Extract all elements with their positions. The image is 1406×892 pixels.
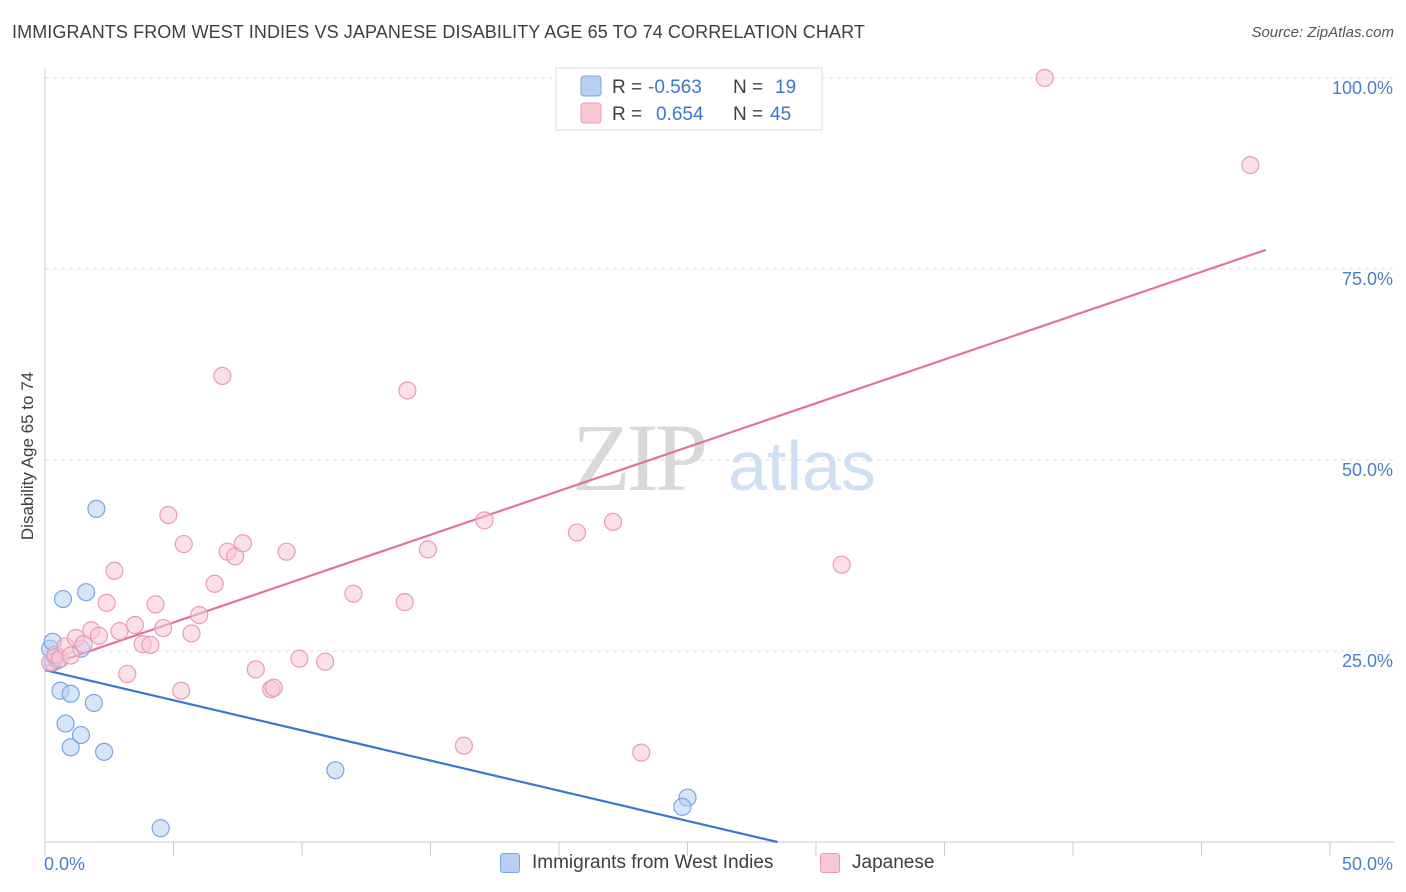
legend-label-japanese: Japanese — [852, 852, 935, 873]
y-tick-label-2: 75.0% — [1342, 269, 1393, 289]
point-japanese-28 — [246, 660, 265, 679]
point-japanese-12 — [118, 664, 137, 684]
point-japanese-10 — [105, 561, 124, 580]
grid — [45, 77, 1394, 652]
point-japanese-18 — [159, 505, 178, 525]
series-legend: Immigrants from West Indies Japanese — [0, 852, 1406, 878]
point-japanese-23 — [205, 574, 224, 593]
point-japanese-33 — [316, 652, 335, 671]
point-japanese-4 — [61, 646, 80, 665]
legend-n-value-2: 45 — [770, 104, 791, 125]
legend-n-value-1: 19 — [775, 77, 796, 98]
point-japanese-31 — [277, 542, 296, 561]
y-tick-label-3: 100.0% — [1332, 78, 1393, 98]
point-japanese-38 — [454, 736, 474, 755]
point-japanese-15 — [141, 635, 160, 654]
point-japanese-9 — [97, 593, 116, 612]
point-japanese-37 — [418, 540, 438, 559]
legend-n-label-2: N = — [733, 104, 763, 125]
point-japanese-27 — [233, 534, 252, 553]
point-japanese-36 — [398, 381, 417, 400]
point-japanese-44 — [1035, 68, 1054, 88]
legend-swatch-west-indies — [500, 853, 520, 873]
point-japanese-20 — [174, 534, 193, 554]
y-tick-label-1: 50.0% — [1342, 460, 1393, 480]
legend-label-west-indies: Immigrants from West Indies — [532, 852, 774, 873]
chart-title: IMMIGRANTS FROM WEST INDIES VS JAPANESE … — [12, 22, 865, 42]
point-west-indies-6 — [53, 589, 73, 609]
legend-item-west-indies: Immigrants from West Indies — [500, 852, 773, 874]
point-japanese-45 — [1241, 155, 1260, 175]
legend-r-value-1: -0.563 — [648, 77, 702, 98]
point-japanese-19 — [172, 681, 191, 700]
trend-line-west-indies — [44, 669, 778, 844]
x-tick-label-max: 50.0% — [1342, 854, 1393, 874]
point-japanese-40 — [567, 523, 587, 542]
watermark: ZIP atlas — [572, 404, 876, 511]
legend-r-label-1: R = — [612, 77, 642, 98]
x-tick-label-min: 0.0% — [44, 854, 85, 874]
point-japanese-34 — [344, 584, 363, 603]
point-japanese-11 — [110, 622, 129, 641]
point-west-indies-19 — [673, 797, 692, 816]
point-japanese-21 — [182, 624, 201, 643]
point-japanese-6 — [74, 635, 93, 654]
trend-line-japanese — [44, 248, 1267, 668]
point-japanese-13 — [125, 615, 145, 635]
point-japanese-35 — [395, 593, 414, 612]
legend-swatch-blue — [580, 75, 602, 97]
point-japanese-24 — [213, 366, 232, 386]
point-japanese-43 — [832, 555, 851, 574]
point-japanese-32 — [290, 649, 309, 668]
tick-labels: 25.0% 50.0% 75.0% 100.0% 0.0% 50.0% — [44, 78, 1393, 874]
legend-item-japanese: Japanese — [820, 852, 934, 874]
watermark-atlas: atlas — [728, 427, 876, 505]
point-west-indies-12 — [77, 583, 96, 602]
axes — [44, 68, 1394, 856]
point-japanese-41 — [603, 512, 623, 531]
point-west-indies-13 — [84, 693, 103, 713]
legend-r-label-2: R = — [612, 104, 642, 125]
legend-swatch-japanese — [820, 853, 840, 873]
point-japanese-42 — [632, 743, 651, 762]
point-japanese-8 — [89, 626, 109, 645]
legend-n-label-1: N = — [733, 77, 763, 98]
trend-lines — [44, 248, 1267, 844]
point-west-indies-9 — [61, 684, 80, 703]
point-japanese-30 — [264, 678, 283, 697]
point-japanese-22 — [190, 605, 209, 625]
point-west-indies-16 — [151, 819, 170, 838]
legend-r-value-2: 0.654 — [656, 104, 704, 125]
point-west-indies-7 — [56, 714, 75, 733]
y-tick-label-0: 25.0% — [1342, 651, 1393, 671]
source-label: Source: ZipAtlas.com — [1251, 24, 1394, 41]
data-points — [41, 68, 1260, 838]
correlation-legend: R = -0.563 N = 19 R = 0.654 N = 45 — [555, 67, 823, 131]
watermark-zip: ZIP — [572, 404, 705, 511]
point-japanese-39 — [475, 511, 494, 530]
point-west-indies-8 — [61, 738, 80, 757]
point-japanese-16 — [146, 595, 165, 614]
legend-swatch-pink — [580, 102, 602, 124]
point-west-indies-10 — [71, 725, 91, 745]
point-west-indies-14 — [87, 499, 106, 518]
point-japanese-17 — [154, 618, 173, 638]
point-west-indies-15 — [95, 742, 114, 761]
point-west-indies-17 — [326, 761, 345, 780]
